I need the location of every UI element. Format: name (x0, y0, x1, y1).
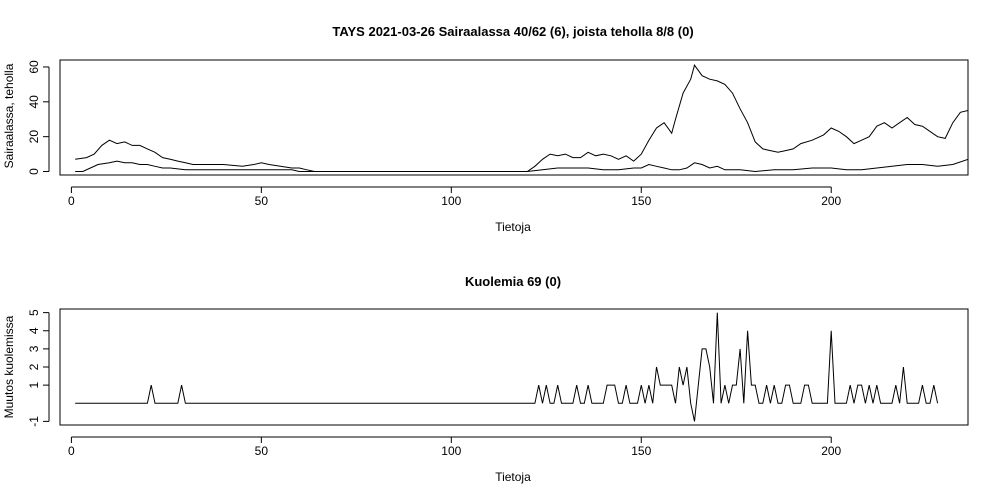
y-tick-label-1-2: 2 (27, 363, 41, 370)
x-tick-label-0-3: 150 (631, 194, 651, 208)
x-tick-label-1-1: 50 (255, 444, 269, 458)
x-tick-label-0-4: 200 (821, 194, 841, 208)
x-tick-label-1-3: 150 (631, 444, 651, 458)
x-tick-label-0-2: 100 (441, 194, 461, 208)
y-tick-label-0-2: 40 (27, 95, 41, 109)
y-tick-label-1-1: 1 (27, 381, 41, 388)
x-tick-label-1-0: 0 (68, 444, 75, 458)
series-line-1-0 (75, 312, 939, 422)
plot-frame-1 (59, 308, 969, 426)
series-line-0-0 (75, 64, 968, 172)
y-tick-label-1-5: 5 (27, 309, 41, 316)
bottom-chart-title: Kuolemia 69 (0) (465, 274, 561, 289)
plot-frame-0 (59, 59, 969, 176)
y-tick-label-0-3: 60 (27, 60, 41, 74)
x-tick-label-1-4: 200 (821, 444, 841, 458)
bottom-y-axis-label: Muutos kuolemissa (2, 315, 16, 418)
top-x-axis-label: Tietoja (495, 220, 531, 234)
y-tick-label-1-0: -1 (27, 416, 41, 427)
bottom-panel: Kuolemia 69 (0) Tietoja Muutos kuolemiss… (2, 274, 969, 484)
x-tick-label-0-1: 50 (255, 194, 269, 208)
y-tick-label-1-4: 4 (27, 327, 41, 334)
y-tick-label-0-0: 0 (27, 168, 41, 175)
y-tick-label-0-1: 20 (27, 130, 41, 144)
top-y-axis-label: Sairaalassa, teholla (2, 63, 16, 168)
x-tick-label-1-2: 100 (441, 444, 461, 458)
series-line-0-1 (75, 158, 968, 173)
y-tick-label-1-3: 3 (27, 345, 41, 352)
top-panel: TAYS 2021-03-26 Sairaalassa 40/62 (6), j… (2, 24, 969, 234)
bottom-x-axis-label: Tietoja (495, 470, 531, 484)
x-tick-label-0-0: 0 (68, 194, 75, 208)
top-chart-title: TAYS 2021-03-26 Sairaalassa 40/62 (6), j… (332, 24, 693, 39)
